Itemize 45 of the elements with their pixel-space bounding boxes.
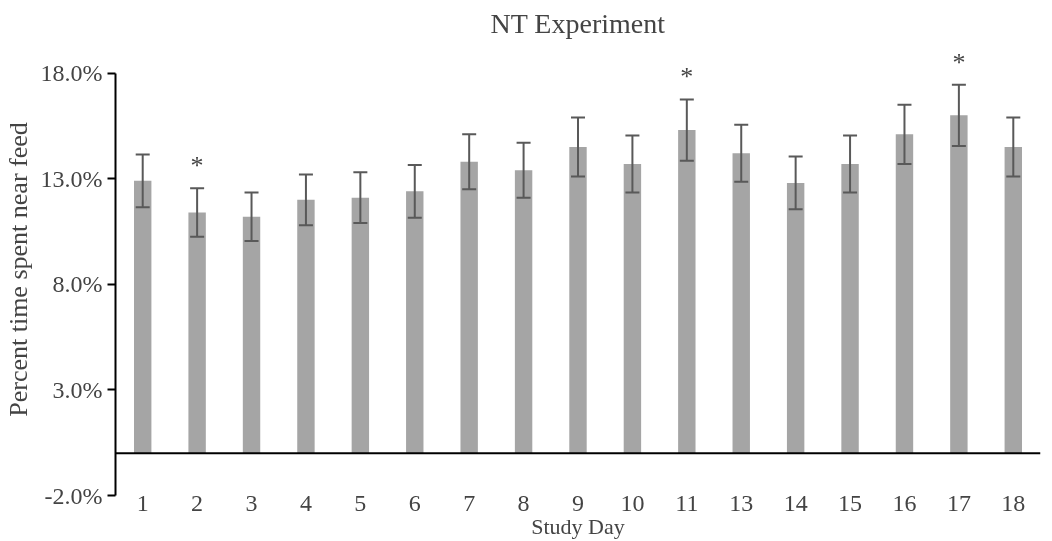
annotation: * xyxy=(190,151,204,181)
chart-title: NT Experiment xyxy=(490,7,666,39)
x-tick-label: 16 xyxy=(892,489,917,516)
y-axis-title: Percent time spent near feed xyxy=(3,122,33,417)
y-tick-label: 13.0% xyxy=(40,165,103,192)
x-tick-label: 18 xyxy=(1001,489,1026,516)
y-tick-label: 18.0% xyxy=(40,60,103,87)
bar xyxy=(841,163,859,454)
bar xyxy=(134,180,152,454)
bar xyxy=(732,153,750,454)
bar xyxy=(242,216,261,454)
x-tick-label: 14 xyxy=(783,489,808,516)
x-tick-label: 4 xyxy=(299,489,312,516)
bar xyxy=(623,163,642,454)
y-tick-label: -2.0% xyxy=(44,482,103,509)
x-tick-label: 2 xyxy=(191,489,204,516)
x-tick-label: 7 xyxy=(463,489,476,516)
x-tick-label: 8 xyxy=(517,489,530,516)
bar xyxy=(514,170,533,454)
y-tick-label: 8.0% xyxy=(52,271,103,298)
annotation: * xyxy=(952,47,966,77)
x-tick-label: 5 xyxy=(354,489,367,516)
x-tick-label: 6 xyxy=(408,489,421,516)
bar xyxy=(406,191,424,454)
x-tick-label: 9 xyxy=(572,489,584,516)
x-tick-label: 17 xyxy=(946,489,971,516)
y-tick-label: 3.0% xyxy=(52,376,103,403)
bar xyxy=(188,212,206,454)
bar xyxy=(678,130,696,454)
x-tick-label: 13 xyxy=(729,489,754,516)
x-tick-label: 1 xyxy=(136,489,149,516)
bar xyxy=(569,147,587,454)
x-tick-label: 3 xyxy=(245,489,258,516)
annotation: * xyxy=(680,62,694,92)
bar xyxy=(1004,147,1022,454)
x-axis-title: Study Day xyxy=(531,513,625,539)
x-tick-label: 10 xyxy=(620,489,645,516)
bar xyxy=(895,134,914,454)
bar xyxy=(950,115,968,454)
x-tick-label: 11 xyxy=(675,489,699,516)
bar xyxy=(297,199,315,454)
bar xyxy=(786,182,805,454)
bar xyxy=(460,161,478,454)
bar xyxy=(351,197,370,454)
x-tick-label: 15 xyxy=(838,489,863,516)
